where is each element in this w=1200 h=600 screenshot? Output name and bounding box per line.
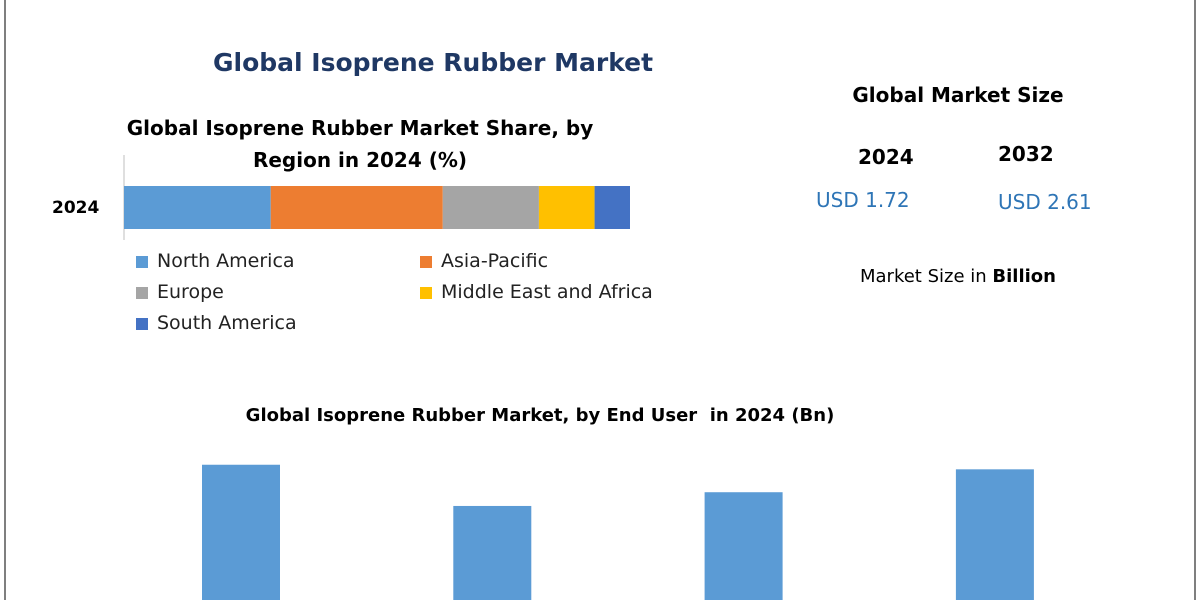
bar: [955, 469, 1034, 600]
legend-swatch: [420, 256, 432, 268]
legend-swatch: [136, 256, 148, 268]
legend-label: Asia-Pacific: [441, 250, 549, 272]
bar: [704, 492, 783, 600]
legend-label: South America: [157, 312, 297, 334]
market-value: USD 1.72: [816, 188, 910, 212]
market-value: USD 2.61: [998, 190, 1092, 214]
bar-segment: [124, 186, 271, 229]
chart-title: Global Isoprene Rubber Market Share, by …: [126, 116, 594, 172]
year-label: 2032: [998, 142, 1054, 166]
bar-segment: [442, 186, 539, 229]
page-title: Global Isoprene Rubber Market: [213, 48, 654, 77]
legend-label: Europe: [157, 281, 224, 303]
market-size-heading: Global Market Size: [852, 83, 1064, 107]
category-label: 2024: [52, 198, 100, 218]
legend-label: North America: [157, 250, 295, 272]
legend-swatch: [136, 318, 148, 330]
legend-swatch: [136, 287, 148, 299]
bar: [453, 505, 532, 600]
note-unit: Billion: [992, 266, 1056, 287]
note-text: Market Size in: [859, 266, 987, 287]
legend-label: Middle East and Africa: [441, 281, 653, 303]
chart-title: Global Isoprene Rubber Market, by End Us…: [245, 405, 835, 426]
year-label: 2024: [858, 145, 914, 169]
bar-segment: [594, 186, 630, 229]
legend-swatch: [420, 287, 432, 299]
bar-segment: [538, 186, 595, 229]
market-size-note: Market Size in Billion: [818, 266, 1098, 287]
bar-segment: [270, 186, 443, 229]
bar: [202, 464, 280, 600]
